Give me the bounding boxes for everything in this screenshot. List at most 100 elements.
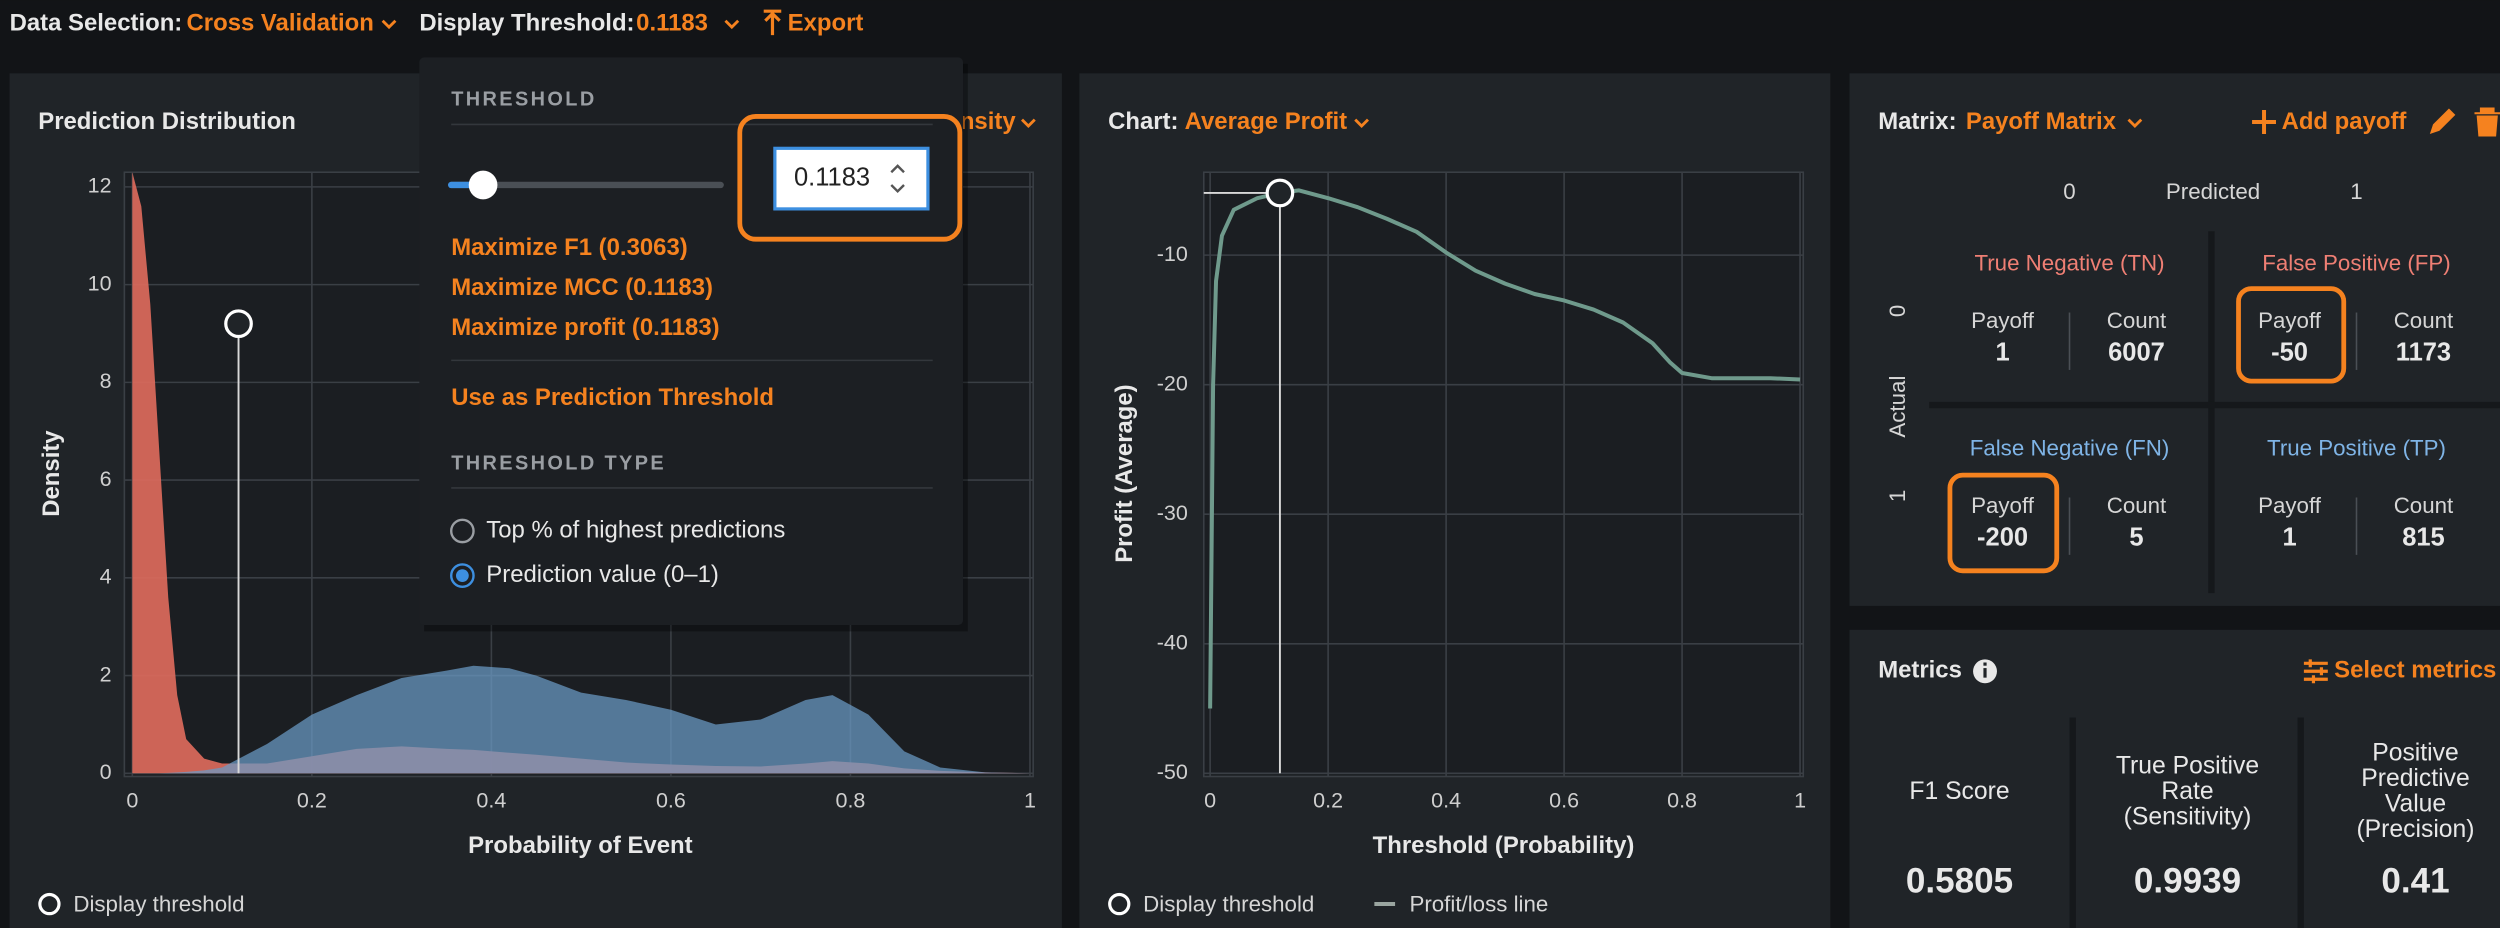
count-value: 1173 — [2396, 339, 2451, 367]
header-label: 1 — [2350, 179, 2362, 204]
metric-value: 0.41 — [2381, 862, 2449, 901]
profit-panel: Chart: Average Profit -10 -20 -30 -40 -50 0 0.… — [1079, 73, 1831, 928]
legend-label: Display threshold — [1143, 892, 1314, 917]
highlight-box — [737, 114, 963, 242]
radio[interactable] — [450, 518, 475, 544]
x-tick-label: 0.8 — [1667, 789, 1697, 813]
spinner[interactable] — [890, 164, 905, 194]
radio-label[interactable]: Prediction value (0–1) — [486, 561, 719, 588]
matrix-dropdown[interactable]: Payoff Matrix — [1966, 108, 2117, 135]
chevron — [2127, 118, 2143, 129]
maximize-option[interactable]: Maximize MCC (0.1183) — [451, 274, 713, 301]
threshold-input[interactable] — [773, 146, 930, 211]
export-button[interactable]: Export — [788, 9, 864, 36]
legend-label: Display threshold — [73, 892, 244, 917]
info-icon-glyph — [1983, 662, 1987, 666]
payoff-label: Payoff — [2258, 493, 2322, 518]
chart-label: Chart: — [1108, 108, 1178, 135]
metric-name: Rate — [2161, 778, 2213, 805]
y-tick-label: 0 — [100, 760, 112, 784]
x-tick-label: 0.2 — [297, 789, 327, 813]
threshold-marker — [1265, 178, 1295, 208]
matrix-panel: Matrix: Payoff Matrix Add payoff 0 Predic… — [1849, 73, 2500, 606]
threshold-marker — [224, 309, 253, 339]
payoff-value: -200 — [1977, 524, 2028, 552]
metric-name: Predictive — [2361, 765, 2469, 792]
select-metrics-button[interactable]: Select metrics — [2334, 657, 2496, 684]
radio[interactable] — [450, 563, 475, 588]
slider-knob[interactable] — [468, 170, 498, 200]
maximize-option[interactable]: Maximize profit (0.1183) — [451, 314, 719, 341]
data-selection-label: Data Selection: — [10, 9, 183, 36]
highlight-box — [2236, 286, 2347, 384]
payoff-label: Payoff — [2258, 308, 2322, 333]
x-tick-label: 1 — [1024, 789, 1036, 813]
y-tick-label: 4 — [100, 565, 112, 589]
y-tick-label: 12 — [88, 174, 112, 198]
edit-icon[interactable] — [2429, 108, 2456, 134]
cell-name: False Negative (FN) — [1970, 436, 2170, 461]
count-label: Count — [2394, 308, 2454, 333]
x-tick-label: 0.6 — [1549, 789, 1579, 813]
x-tick-label: 0.4 — [1431, 789, 1461, 813]
highlight-box — [1947, 472, 2060, 574]
count-value: 5 — [2129, 524, 2143, 552]
y-axis-label: Density — [38, 430, 65, 517]
metric-value: 0.9939 — [2134, 862, 2241, 901]
plot-area — [1202, 171, 1805, 778]
select-icon — [2303, 659, 2328, 684]
radio-dot — [455, 569, 469, 582]
export-icon — [763, 9, 782, 36]
plus-icon — [2252, 110, 2276, 134]
payoff-label: Payoff — [1971, 308, 2035, 333]
metric-name: F1 Score — [1909, 778, 2009, 805]
count-label: Count — [2107, 493, 2167, 518]
popup-heading: THRESHOLD TYPE — [451, 452, 666, 474]
metric-value: 0.5805 — [1906, 862, 2013, 901]
panel — [1849, 629, 2500, 928]
metric-name: True Positive — [2116, 752, 2259, 779]
count-label: Count — [2394, 493, 2454, 518]
panel — [1849, 73, 2500, 606]
cell-name: True Negative (TN) — [1974, 251, 2164, 276]
delete-icon[interactable] — [2474, 107, 2500, 137]
radio-label[interactable]: Top % of highest predictions — [486, 516, 785, 543]
legend-marker — [38, 892, 61, 916]
data-selection-dropdown[interactable]: Cross Validation — [187, 9, 374, 36]
x-axis-label: Threshold (Probability) — [1373, 832, 1635, 859]
metric-name: Value — [2385, 791, 2446, 818]
y-tick-label: -10 — [1157, 242, 1188, 266]
legend-label: Profit/loss line — [1409, 892, 1548, 917]
threshold-popup: THRESHOLD 0.1183 Use as Prediction Thres… — [419, 57, 968, 632]
header-label: Predicted — [2166, 179, 2260, 204]
y-tick-label: 10 — [88, 271, 112, 295]
row-label: 1 — [1885, 490, 1910, 502]
x-tick-label: 0 — [126, 789, 138, 813]
y-tick-label: 6 — [100, 467, 112, 491]
payoff-value: 1 — [1995, 339, 2009, 367]
y-tick-label: -20 — [1157, 371, 1188, 395]
x-tick-label: 0.8 — [835, 789, 865, 813]
maximize-option[interactable]: Maximize F1 (0.3063) — [451, 234, 688, 261]
density-area — [132, 665, 1030, 774]
metric-name: Positive — [2372, 740, 2459, 767]
payoff-label: Payoff — [1971, 493, 2035, 518]
y-tick-label: -30 — [1157, 501, 1188, 525]
y-tick-label: 8 — [100, 369, 112, 393]
metric-name: (Precision) — [2356, 816, 2474, 843]
header-label: 0 — [2063, 179, 2075, 204]
panel-title: Prediction Distribution — [38, 108, 296, 135]
count-value: 6007 — [2108, 339, 2165, 367]
chevron — [724, 19, 740, 30]
x-tick-label: 0.6 — [656, 789, 686, 813]
cell-name: True Positive (TP) — [2267, 436, 2446, 461]
use-threshold-button[interactable]: Use as Prediction Threshold — [451, 384, 774, 411]
profit-line — [1208, 188, 1801, 709]
threshold-dropdown[interactable]: 0.1183 — [636, 9, 708, 36]
row-label: 0 — [1885, 305, 1910, 317]
metrics-title: Metrics — [1878, 657, 1962, 684]
add-payoff-button[interactable]: Add payoff — [2282, 108, 2407, 135]
count-label: Count — [2107, 308, 2167, 333]
chart-dropdown[interactable]: Average Profit — [1185, 108, 1348, 135]
